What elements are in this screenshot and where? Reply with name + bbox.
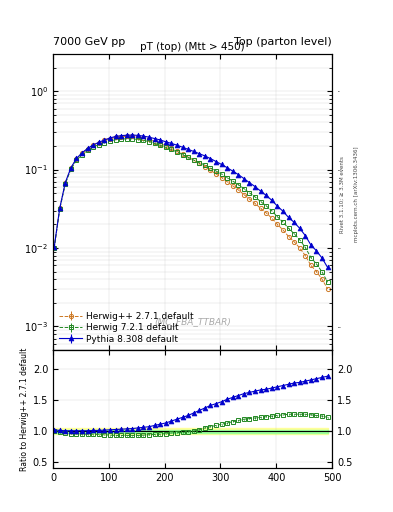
Text: Top (parton level): Top (parton level) — [234, 37, 332, 47]
Text: (MC_FBA_TTBAR): (MC_FBA_TTBAR) — [154, 317, 231, 326]
Legend: Herwig++ 2.7.1 default, Herwig 7.2.1 default, Pythia 8.308 default: Herwig++ 2.7.1 default, Herwig 7.2.1 def… — [57, 310, 196, 346]
Text: 7000 GeV pp: 7000 GeV pp — [53, 37, 125, 47]
Title: pT (top) (Mtt > 450): pT (top) (Mtt > 450) — [140, 41, 245, 52]
Y-axis label: Ratio to Herwig++ 2.7.1 default: Ratio to Herwig++ 2.7.1 default — [20, 348, 29, 471]
Text: mcplots.cern.ch [arXiv:1306.3436]: mcplots.cern.ch [arXiv:1306.3436] — [354, 147, 359, 242]
Text: Rivet 3.1.10; ≥ 3.3M events: Rivet 3.1.10; ≥ 3.3M events — [340, 156, 345, 233]
